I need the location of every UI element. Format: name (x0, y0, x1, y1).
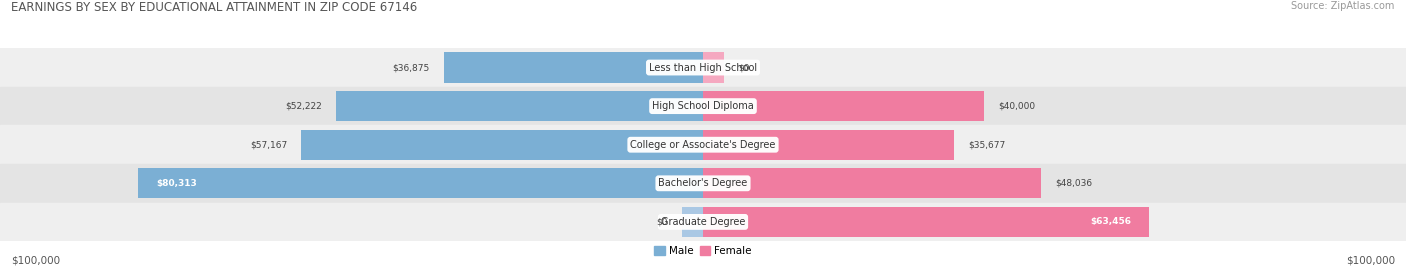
Text: College or Associate's Degree: College or Associate's Degree (630, 140, 776, 150)
Text: $35,677: $35,677 (967, 140, 1005, 149)
Bar (0, 125, 1406, 164)
Bar (0, 87, 1406, 125)
Text: $57,167: $57,167 (250, 140, 287, 149)
Bar (703, 168, 1040, 198)
Bar (301, 130, 703, 160)
Text: $48,036: $48,036 (1054, 179, 1092, 188)
Text: Source: ZipAtlas.com: Source: ZipAtlas.com (1291, 1, 1395, 11)
Bar (336, 91, 703, 121)
Bar (0, 203, 1406, 241)
Bar (138, 168, 703, 198)
Bar (703, 53, 724, 83)
Text: $100,000: $100,000 (1346, 255, 1395, 265)
Text: Less than High School: Less than High School (650, 62, 756, 73)
Bar (682, 207, 703, 237)
Text: $100,000: $100,000 (11, 255, 60, 265)
Text: $0: $0 (657, 217, 668, 226)
Legend: Male, Female: Male, Female (650, 242, 756, 260)
Bar (703, 130, 953, 160)
Bar (0, 48, 1406, 87)
Text: EARNINGS BY SEX BY EDUCATIONAL ATTAINMENT IN ZIP CODE 67146: EARNINGS BY SEX BY EDUCATIONAL ATTAINMEN… (11, 1, 418, 14)
Text: $36,875: $36,875 (392, 63, 430, 72)
Text: $80,313: $80,313 (156, 179, 197, 188)
Bar (703, 91, 984, 121)
Text: Graduate Degree: Graduate Degree (661, 217, 745, 227)
Bar (444, 53, 703, 83)
Text: $52,222: $52,222 (285, 102, 322, 111)
Bar (703, 207, 1149, 237)
Text: Bachelor's Degree: Bachelor's Degree (658, 178, 748, 188)
Text: $40,000: $40,000 (998, 102, 1035, 111)
Text: High School Diploma: High School Diploma (652, 101, 754, 111)
Text: $63,456: $63,456 (1091, 217, 1132, 226)
Bar (0, 164, 1406, 203)
Text: $0: $0 (738, 63, 749, 72)
